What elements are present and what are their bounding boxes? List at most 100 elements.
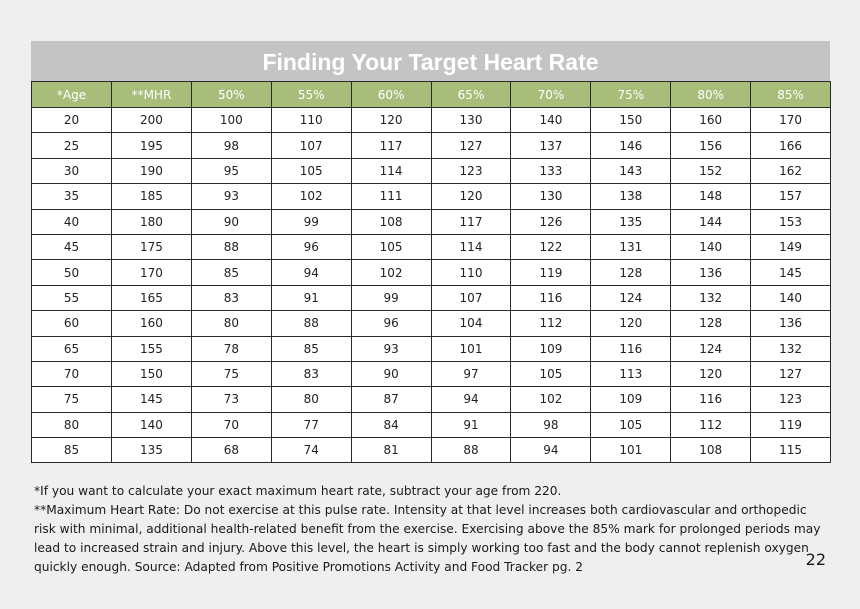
target-rate-cell: 80 bbox=[270, 386, 352, 413]
target-rate-cell: 105 bbox=[590, 411, 672, 439]
age-footnote: *If you want to calculate your exact max… bbox=[34, 484, 562, 498]
target-rate-cell: 124 bbox=[670, 335, 752, 362]
mhr-cell: 180 bbox=[111, 208, 192, 235]
table-row: 60 160 80 88 96 104 112 120 128 136 bbox=[31, 310, 832, 337]
target-rate-cell: 93 bbox=[350, 335, 432, 362]
target-rate-cell: 102 bbox=[510, 386, 592, 413]
table-row: 75 145 73 80 87 94 102 109 116 123 bbox=[31, 386, 832, 413]
target-rate-cell: 102 bbox=[270, 183, 352, 210]
column-header: 75% bbox=[590, 81, 672, 108]
target-rate-cell: 138 bbox=[590, 183, 672, 210]
target-rate-cell: 113 bbox=[590, 360, 672, 388]
target-rate-cell: 122 bbox=[510, 233, 592, 261]
target-rate-cell: 105 bbox=[270, 157, 352, 185]
age-cell: 55 bbox=[31, 284, 112, 312]
target-rate-cell: 102 bbox=[350, 259, 432, 286]
heart-rate-table: *Age **MHR 50% 55% 60% 65% 70% 75% 80% 85% 20 200 1… bbox=[31, 81, 832, 464]
target-rate-cell: 101 bbox=[430, 335, 512, 362]
target-rate-cell: 109 bbox=[510, 335, 592, 362]
target-rate-cell: 107 bbox=[430, 284, 512, 312]
table-row: 65 155 78 85 93 101 109 116 124 132 bbox=[31, 335, 832, 362]
target-rate-cell: 120 bbox=[590, 310, 672, 337]
target-rate-cell: 157 bbox=[750, 183, 832, 210]
target-rate-cell: 127 bbox=[430, 132, 512, 159]
target-rate-cell: 94 bbox=[270, 259, 352, 286]
target-rate-cell: 124 bbox=[590, 284, 672, 312]
target-rate-cell: 99 bbox=[270, 208, 352, 235]
mhr-cell: 140 bbox=[111, 411, 192, 439]
target-rate-cell: 114 bbox=[350, 157, 432, 185]
target-rate-cell: 84 bbox=[350, 411, 432, 439]
column-header: 80% bbox=[670, 81, 752, 108]
table-row: 30 190 95 105 114 123 133 143 152 162 bbox=[31, 157, 832, 185]
column-header: *Age bbox=[31, 81, 112, 108]
target-rate-cell: 75 bbox=[190, 360, 272, 388]
age-cell: 25 bbox=[31, 132, 112, 159]
target-rate-cell: 68 bbox=[190, 437, 272, 464]
target-rate-cell: 115 bbox=[750, 437, 832, 464]
column-header: 55% bbox=[270, 81, 352, 108]
target-rate-cell: 136 bbox=[750, 310, 832, 337]
target-rate-cell: 123 bbox=[750, 386, 832, 413]
target-rate-cell: 98 bbox=[510, 411, 592, 439]
target-rate-cell: 93 bbox=[190, 183, 272, 210]
mhr-cell: 160 bbox=[111, 310, 192, 337]
target-rate-cell: 85 bbox=[270, 335, 352, 362]
target-rate-cell: 105 bbox=[350, 233, 432, 261]
target-rate-cell: 143 bbox=[590, 157, 672, 185]
mhr-cell: 175 bbox=[111, 233, 192, 261]
target-rate-cell: 83 bbox=[190, 284, 272, 312]
target-rate-cell: 112 bbox=[670, 411, 752, 439]
target-rate-cell: 120 bbox=[430, 183, 512, 210]
age-cell: 20 bbox=[31, 106, 112, 134]
column-header: 65% bbox=[430, 81, 512, 108]
age-cell: 85 bbox=[31, 437, 112, 464]
target-rate-cell: 94 bbox=[430, 386, 512, 413]
table-row: 85 135 68 74 81 88 94 101 108 115 bbox=[31, 437, 832, 464]
table-row: 80 140 70 77 84 91 98 105 112 119 bbox=[31, 411, 832, 439]
target-rate-cell: 81 bbox=[350, 437, 432, 464]
target-rate-cell: 117 bbox=[430, 208, 512, 235]
target-rate-cell: 107 bbox=[270, 132, 352, 159]
target-rate-cell: 90 bbox=[350, 360, 432, 388]
mhr-footnote: **Maximum Heart Rate: Do not exercise at… bbox=[34, 503, 821, 574]
target-rate-cell: 100 bbox=[190, 106, 272, 134]
target-rate-cell: 170 bbox=[750, 106, 832, 134]
table-row: 50 170 85 94 102 110 119 128 136 145 bbox=[31, 259, 832, 286]
table-row: 35 185 93 102 111 120 130 138 148 157 bbox=[31, 183, 832, 210]
target-rate-cell: 90 bbox=[190, 208, 272, 235]
target-rate-cell: 135 bbox=[590, 208, 672, 235]
target-rate-cell: 133 bbox=[510, 157, 592, 185]
target-rate-cell: 145 bbox=[750, 259, 832, 286]
target-rate-cell: 120 bbox=[670, 360, 752, 388]
target-rate-cell: 104 bbox=[430, 310, 512, 337]
target-rate-cell: 74 bbox=[270, 437, 352, 464]
target-rate-cell: 132 bbox=[750, 335, 832, 362]
target-rate-cell: 130 bbox=[430, 106, 512, 134]
mhr-cell: 185 bbox=[111, 183, 192, 210]
mhr-cell: 190 bbox=[111, 157, 192, 185]
target-rate-cell: 105 bbox=[510, 360, 592, 388]
target-rate-cell: 96 bbox=[350, 310, 432, 337]
target-rate-cell: 128 bbox=[590, 259, 672, 286]
age-cell: 50 bbox=[31, 259, 112, 286]
column-header: 60% bbox=[350, 81, 432, 108]
target-rate-cell: 119 bbox=[750, 411, 832, 439]
age-cell: 80 bbox=[31, 411, 112, 439]
mhr-cell: 150 bbox=[111, 360, 192, 388]
target-rate-cell: 108 bbox=[670, 437, 752, 464]
table-row: 55 165 83 91 99 107 116 124 132 140 bbox=[31, 284, 832, 312]
target-rate-cell: 101 bbox=[590, 437, 672, 464]
target-rate-cell: 95 bbox=[190, 157, 272, 185]
target-rate-cell: 152 bbox=[670, 157, 752, 185]
target-rate-cell: 98 bbox=[190, 132, 272, 159]
target-rate-cell: 116 bbox=[510, 284, 592, 312]
age-cell: 65 bbox=[31, 335, 112, 362]
mhr-cell: 145 bbox=[111, 386, 192, 413]
table-row: 40 180 90 99 108 117 126 135 144 153 bbox=[31, 208, 832, 235]
target-rate-cell: 88 bbox=[270, 310, 352, 337]
target-rate-cell: 78 bbox=[190, 335, 272, 362]
target-rate-cell: 126 bbox=[510, 208, 592, 235]
target-rate-cell: 156 bbox=[670, 132, 752, 159]
